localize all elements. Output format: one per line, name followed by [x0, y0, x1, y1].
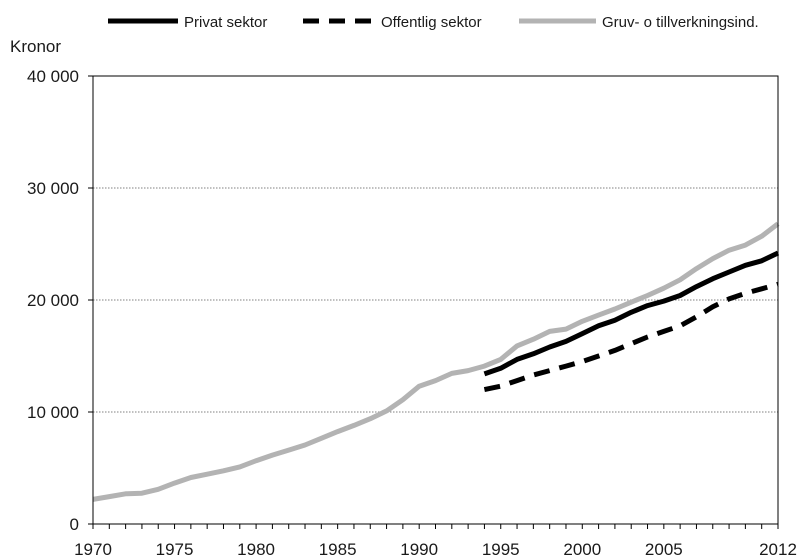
series-line-2	[92, 221, 780, 502]
x-tick-label: 2005	[645, 540, 683, 558]
axes	[88, 75, 779, 529]
y-tick-label: 10 000	[27, 403, 79, 422]
tick-labels: 1970 1975 1980 1985 1990 1995 2000 2005 2012 0 10 …	[27, 67, 797, 558]
legend-label: Offentlig sektor	[381, 14, 482, 31]
legend: Privat sektor Offentlig sektor Gruv- o til…	[108, 14, 759, 31]
y-tick-label: 20 000	[27, 291, 79, 310]
legend-label: Gruv- o tillverkningsind.	[602, 14, 759, 31]
x-tick-label: 1975	[156, 540, 194, 558]
series-line-1	[483, 281, 779, 393]
x-tick-label: 1970	[74, 540, 112, 558]
x-tick-label: 1995	[482, 540, 520, 558]
series-line-0	[483, 250, 780, 377]
x-tick-label: 1990	[400, 540, 438, 558]
x-tick-label: 1985	[319, 540, 357, 558]
series-lines	[92, 221, 780, 502]
legend-label: Privat sektor	[184, 14, 267, 31]
x-tick-label: 1980	[237, 540, 275, 558]
y-tick-label: 0	[70, 515, 79, 534]
x-tick-label: 2000	[563, 540, 601, 558]
x-tick-label: 2012	[759, 540, 797, 558]
y-tick-label: 40 000	[27, 67, 79, 86]
y-tick-label: 30 000	[27, 179, 79, 198]
y-axis-title: Kronor	[10, 37, 61, 56]
